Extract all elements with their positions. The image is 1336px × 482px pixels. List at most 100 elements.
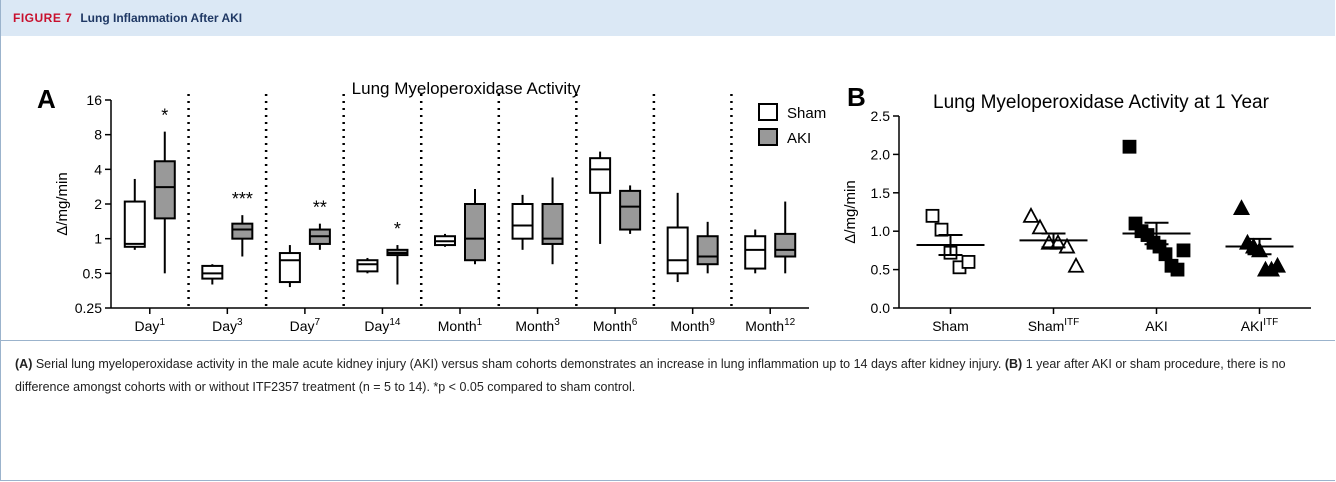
point	[925, 208, 940, 223]
x-tick-label: Month3	[515, 317, 560, 334]
y-tick-label: 0.5	[871, 262, 891, 278]
category-sup: 3	[237, 317, 243, 328]
category-text: Sham	[1028, 318, 1065, 334]
category-sup: 14	[389, 317, 401, 328]
y-tick-label: 4	[94, 161, 102, 177]
point	[1031, 218, 1049, 235]
x-tick-label: Day3	[212, 317, 243, 334]
category-text: Day	[135, 318, 160, 334]
category-sup: 1	[159, 317, 165, 328]
y-axis-label: Δ/mg/min	[842, 180, 859, 243]
chart-title: Lung Myeloperoxidase Activity at 1 Year	[933, 92, 1270, 113]
y-tick-label: 1.5	[871, 185, 891, 201]
point	[1122, 139, 1137, 154]
category-text: Month	[438, 318, 477, 334]
box	[541, 203, 564, 245]
category-sup: 3	[554, 317, 560, 328]
box	[744, 235, 767, 270]
figure-header: FIGURE 7 Lung Inflammation After AKI	[1, 0, 1335, 36]
x-tick-label: ShamITF	[1028, 317, 1080, 334]
category-text: Day	[364, 318, 389, 334]
box	[696, 235, 719, 266]
category-text: Month	[515, 318, 554, 334]
figure-label: FIGURE 7	[13, 11, 73, 25]
figure-title: Lung Inflammation After AKI	[80, 11, 243, 25]
x-tick-label: Month9	[670, 317, 715, 334]
point	[1268, 256, 1287, 273]
x-tick-label: Day1	[135, 317, 166, 334]
y-tick-label: 8	[94, 127, 102, 143]
y-tick-label: 1	[94, 231, 102, 247]
legend-label: AKI	[787, 130, 811, 147]
significance: ***	[232, 189, 253, 209]
x-tick-label: Day7	[290, 317, 321, 334]
box	[589, 157, 612, 194]
box	[511, 203, 534, 240]
point	[1232, 199, 1251, 216]
point	[961, 255, 976, 269]
box	[774, 232, 797, 258]
point	[1067, 256, 1085, 273]
category-sup: 1	[477, 317, 483, 328]
category-text: Sham	[932, 318, 969, 334]
legend-swatch	[758, 128, 778, 146]
y-tick-label: 1.0	[871, 223, 891, 239]
x-tick-label: Day14	[364, 317, 400, 334]
category-sup: ITF	[1064, 317, 1079, 328]
x-tick-label: AKI	[1145, 318, 1168, 334]
significance: *	[161, 106, 168, 126]
caption-text: Serial lung myeloperoxidase activity in …	[35, 357, 1002, 371]
category-text: Day	[212, 318, 237, 334]
category-sup: 6	[632, 317, 638, 328]
box	[231, 222, 254, 240]
x-tick-label: Month1	[438, 317, 483, 334]
panel-label: B	[847, 82, 866, 112]
category-sup: 12	[784, 317, 796, 328]
y-tick-label: 16	[86, 92, 102, 108]
point	[934, 222, 949, 237]
caption-label: (A)	[15, 357, 33, 371]
category-text: Month	[670, 318, 709, 334]
category-sup: ITF	[1263, 317, 1278, 328]
y-tick-label: 0.5	[83, 265, 103, 281]
y-tick-label: 2.0	[871, 146, 891, 162]
panel-label: A	[37, 84, 56, 114]
category-sup: 9	[709, 317, 715, 328]
y-axis-label: Δ/mg/min	[54, 172, 71, 235]
box	[123, 200, 146, 248]
category-text: AKI	[1241, 318, 1264, 334]
box	[278, 252, 301, 284]
box	[666, 226, 689, 275]
y-tick-label: 0.0	[871, 300, 891, 316]
legend-label: Sham	[787, 105, 826, 122]
category-text: AKI	[1145, 318, 1168, 334]
caption-label: (B)	[1004, 357, 1023, 371]
point	[1058, 237, 1076, 254]
x-tick-label: AKIITF	[1241, 317, 1279, 334]
point	[1176, 243, 1191, 258]
legend-swatch	[758, 103, 778, 121]
x-tick-label: Month12	[745, 317, 795, 334]
point	[1022, 206, 1040, 223]
box	[619, 189, 642, 231]
caption-text: 1 year after AKI or sham procedure, ther…	[15, 357, 1286, 394]
box	[464, 203, 486, 262]
point	[1158, 247, 1173, 262]
y-tick-label: 0.25	[75, 300, 102, 316]
significance: *	[394, 219, 401, 239]
y-tick-label: 2.5	[871, 108, 891, 124]
box	[153, 160, 176, 220]
category-text: Month	[593, 318, 632, 334]
box	[201, 264, 224, 280]
category-text: Month	[745, 318, 784, 334]
chart-title: Lung Myeloperoxidase Activity	[352, 79, 581, 98]
caption: (A) Serial lung myeloperoxidase activity…	[1, 340, 1335, 399]
significance: **	[313, 198, 327, 218]
category-text: Day	[290, 318, 315, 334]
charts: A Lung Myeloperoxidase Activity Δ/mg/min 0.…	[37, 79, 1311, 334]
x-tick-label: Month6	[593, 317, 638, 334]
box	[356, 259, 379, 273]
x-tick-label: Sham	[932, 318, 969, 334]
point	[1170, 262, 1185, 277]
